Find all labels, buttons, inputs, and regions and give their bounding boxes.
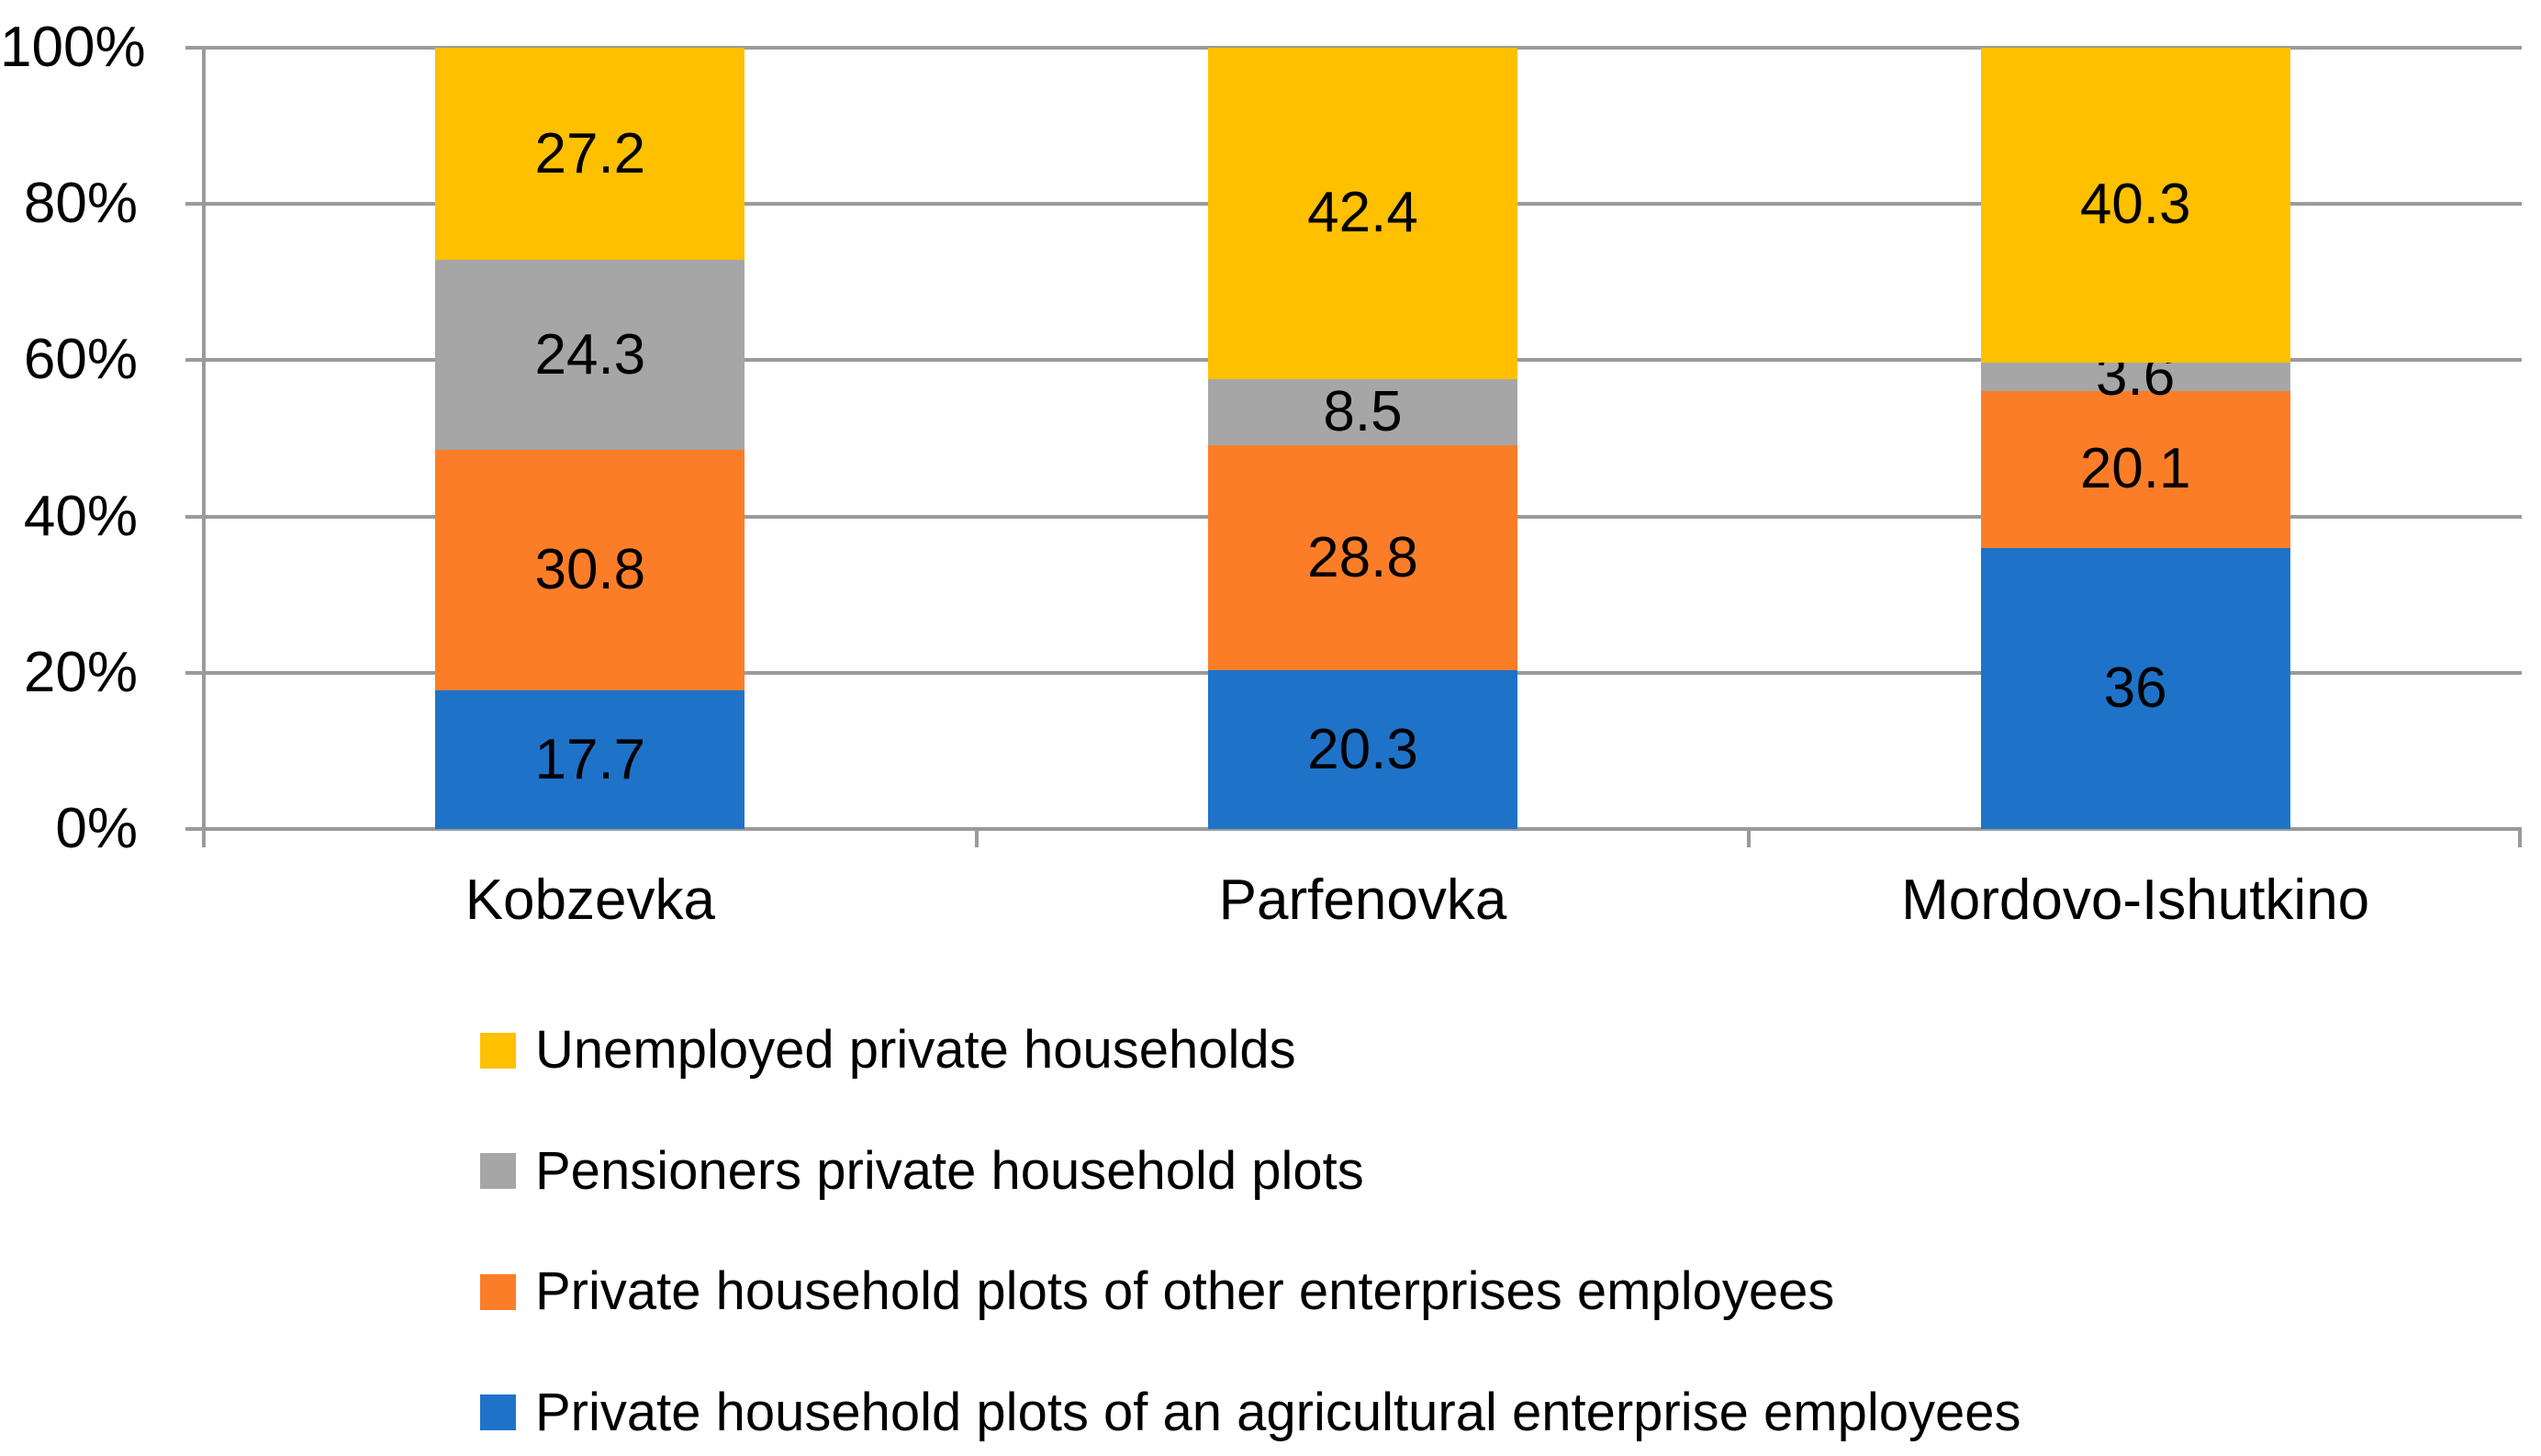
bar-segment: 40.3 [1980, 48, 2290, 363]
legend-item: Private household plots of an agricultur… [480, 1380, 2020, 1446]
x-axis-tick [974, 829, 979, 847]
bar-segment: 20.3 [1208, 670, 1517, 829]
data-label: 20.3 [1307, 717, 1418, 781]
data-label: 24.3 [534, 322, 646, 386]
bar-segment: 3.6 [1980, 348, 2290, 405]
category-label: Parfenovka [1218, 868, 1507, 932]
y-axis-label: 100% [0, 16, 146, 79]
data-label: 30.8 [534, 538, 646, 602]
legend-label: Unemployed private households [535, 1020, 1296, 1080]
bar-segment: 20.1 [1980, 390, 2290, 548]
data-label: 42.4 [1307, 181, 1418, 245]
bar-segment: 28.8 [1208, 445, 1517, 671]
data-label: 20.1 [2079, 437, 2191, 501]
y-axis-label: 0% [55, 797, 138, 860]
bar-segment: 27.2 [435, 48, 745, 261]
legend-swatch [480, 1153, 516, 1189]
gridline [185, 827, 2522, 831]
bar-segment: 17.7 [435, 690, 745, 829]
legend-label: Private household plots of an agricultur… [535, 1382, 2021, 1442]
bar-segment: 8.5 [1208, 378, 1517, 446]
legend-swatch [480, 1394, 516, 1430]
y-axis-label: 80% [23, 172, 138, 236]
category-label: Kobzevka [465, 868, 715, 932]
legend-label: Private household plots of other enterpr… [535, 1261, 1835, 1321]
legend-label: Pensioners private household plots [535, 1140, 1364, 1201]
legend-swatch [480, 1032, 516, 1069]
bar-segment: 24.3 [435, 260, 745, 451]
data-label: 17.7 [534, 727, 646, 791]
y-axis-label: 60% [23, 328, 138, 392]
legend-item: Unemployed private households [480, 1017, 1296, 1083]
legend-swatch [480, 1273, 516, 1310]
bar-segment: 30.8 [435, 450, 745, 691]
y-axis-label: 40% [23, 484, 138, 548]
x-axis-tick [1747, 829, 1752, 847]
data-label: 8.5 [1323, 379, 1403, 443]
data-label: 27.2 [534, 121, 646, 185]
bar-segment: 42.4 [1208, 48, 1517, 379]
category-label: Mordovo-Ishutkino [1901, 868, 2370, 932]
legend-item: Private household plots of other enterpr… [480, 1259, 1834, 1325]
data-label: 36 [2103, 655, 2167, 720]
legend-item: Pensioners private household plots [480, 1138, 1364, 1204]
bar-segment: 36 [1980, 547, 2290, 829]
data-label: 28.8 [1307, 525, 1418, 589]
y-axis-label: 20% [23, 640, 138, 704]
x-axis-tick [2518, 829, 2522, 847]
data-label: 40.3 [2079, 173, 2191, 237]
y-axis-line [202, 46, 206, 847]
